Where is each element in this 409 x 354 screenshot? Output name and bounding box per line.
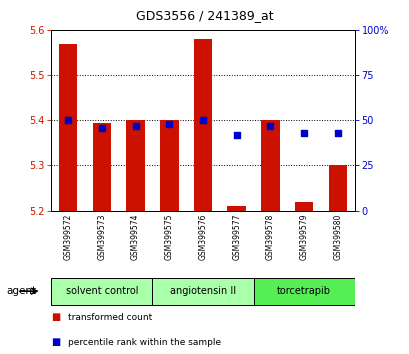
Bar bbox=[160, 120, 178, 211]
Text: GSM399574: GSM399574 bbox=[131, 214, 140, 261]
Text: GDS3556 / 241389_at: GDS3556 / 241389_at bbox=[136, 9, 273, 22]
Bar bbox=[59, 44, 77, 211]
Text: GSM399580: GSM399580 bbox=[333, 214, 342, 260]
Text: GSM399575: GSM399575 bbox=[164, 214, 173, 261]
Bar bbox=[261, 120, 279, 211]
Bar bbox=[294, 202, 312, 211]
Bar bbox=[126, 120, 144, 211]
Text: solvent control: solvent control bbox=[65, 286, 138, 296]
Point bbox=[65, 118, 71, 123]
Text: ■: ■ bbox=[51, 337, 61, 347]
Text: percentile rank within the sample: percentile rank within the sample bbox=[67, 338, 220, 347]
Bar bbox=[328, 166, 346, 211]
Text: GSM399573: GSM399573 bbox=[97, 214, 106, 261]
Text: agent: agent bbox=[6, 286, 36, 296]
Point bbox=[199, 118, 206, 123]
Bar bbox=[193, 39, 212, 211]
Bar bbox=[152, 278, 253, 305]
Point bbox=[266, 123, 273, 129]
Point bbox=[334, 130, 340, 136]
Bar bbox=[92, 122, 111, 211]
Text: GSM399578: GSM399578 bbox=[265, 214, 274, 260]
Text: GSM399576: GSM399576 bbox=[198, 214, 207, 261]
Text: GSM399572: GSM399572 bbox=[63, 214, 72, 260]
Bar bbox=[227, 206, 245, 211]
Point bbox=[233, 132, 239, 138]
Text: GSM399579: GSM399579 bbox=[299, 214, 308, 261]
Text: angiotensin II: angiotensin II bbox=[169, 286, 236, 296]
Point bbox=[300, 130, 307, 136]
Text: torcetrapib: torcetrapib bbox=[276, 286, 330, 296]
Bar bbox=[51, 278, 152, 305]
Text: ■: ■ bbox=[51, 312, 61, 322]
Point bbox=[132, 123, 139, 129]
Point bbox=[98, 125, 105, 130]
Bar bbox=[253, 278, 354, 305]
Text: GSM399577: GSM399577 bbox=[231, 214, 240, 261]
Point bbox=[166, 121, 172, 127]
Text: transformed count: transformed count bbox=[67, 313, 151, 322]
